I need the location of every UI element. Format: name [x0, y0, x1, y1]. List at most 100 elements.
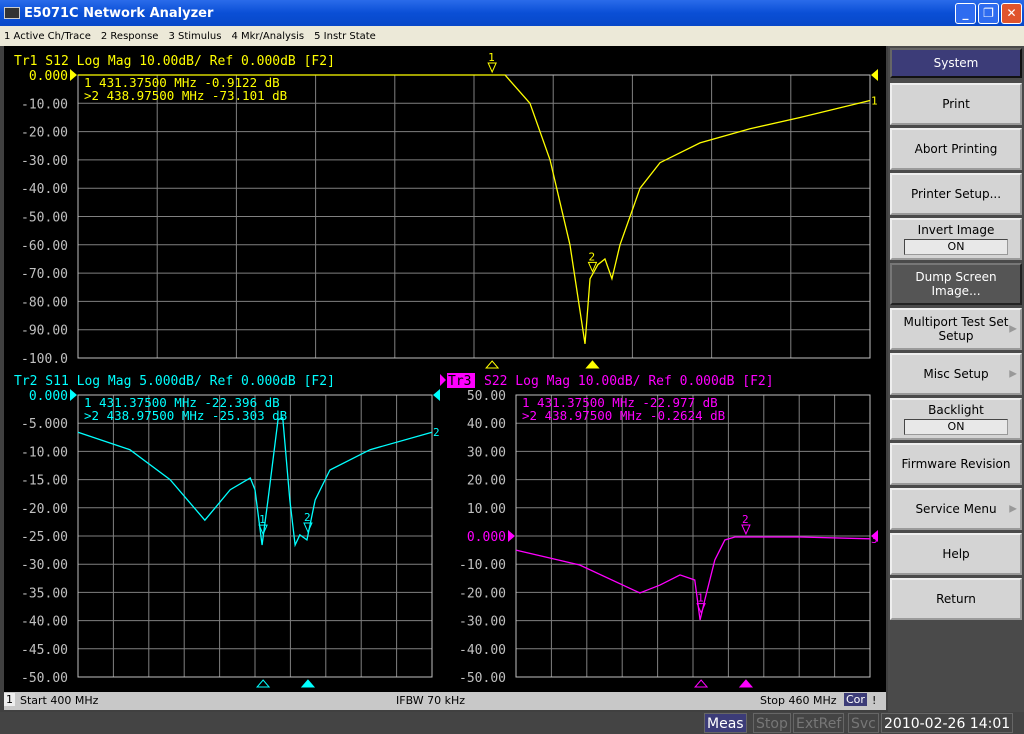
trace-header[interactable]: Tr1 S12 Log Mag 10.00dB/ Ref 0.000dB [F2… — [14, 54, 335, 69]
menu-response[interactable]: 2 Response — [100, 30, 159, 42]
submenu-arrow-icon: ▶ — [1009, 323, 1017, 335]
status-stop: Stop — [753, 713, 791, 733]
warning-indicator: ! — [872, 694, 877, 707]
menu-mkr-analysis[interactable]: 4 Mkr/Analysis — [231, 30, 305, 42]
y-tick-label: -80.00 — [21, 295, 68, 310]
marker-icon[interactable] — [587, 261, 598, 273]
y-tick-label: -20.00 — [459, 586, 506, 601]
trace-panel-3: 50.00 40.00 30.00 20.00 10.00 0.000 -10.00 -20.… — [440, 373, 878, 688]
marker-readout: >2 438.97500 MHz -73.101 dB — [84, 88, 287, 103]
softkey-label: Dump Screen Image... — [915, 270, 997, 298]
marker-icon[interactable] — [696, 603, 706, 614]
softkey-print[interactable]: Print — [890, 83, 1022, 125]
channel-status-bar: 1 Start 400 MHz IFBW 70 kHz Stop 460 MHz… — [4, 692, 886, 710]
status-datetime: 2010-02-26 14:01 — [881, 713, 1014, 733]
marker-position-icon[interactable] — [256, 679, 271, 688]
minimize-button[interactable]: _ — [955, 3, 976, 24]
y-tick-label: -25.00 — [21, 530, 68, 545]
softkey-backlight[interactable]: Backlight ON — [890, 398, 1022, 440]
softkey-label: Abort Printing — [914, 142, 998, 156]
correction-badge: Cor — [844, 693, 867, 706]
softkey-help[interactable]: Help — [890, 533, 1022, 575]
marker-position-icon[interactable] — [485, 360, 500, 369]
reference-level-icon[interactable] — [871, 69, 878, 81]
trace-line — [515, 536, 871, 621]
trace-line — [78, 74, 871, 344]
softkey-label: Help — [942, 547, 970, 561]
ifbw[interactable]: IFBW 70 kHz — [396, 694, 466, 707]
softkey-invert-image[interactable]: Invert Image ON — [890, 218, 1022, 260]
y-tick-label: 20.00 — [467, 474, 506, 489]
softkey-dump-screen-image[interactable]: Dump Screen Image... — [890, 263, 1022, 305]
reference-level-icon[interactable] — [433, 389, 440, 401]
marker-position-icon[interactable] — [585, 360, 600, 369]
channel-number: 1 — [4, 693, 15, 706]
y-tick-label: -20.00 — [21, 502, 68, 517]
trace-header[interactable]: Tr2 S11 Log Mag 5.000dB/ Ref 0.000dB [F2… — [14, 374, 335, 389]
marker-readout: 1 431.37500 MHz -0.9122 dB — [84, 75, 280, 90]
reference-level-icon[interactable] — [871, 530, 878, 542]
trace-id: Tr3 — [448, 374, 471, 389]
y-tick-label: -40.00 — [21, 182, 68, 197]
y-tick-label: -5.000 — [21, 417, 68, 432]
marker-number: 2 — [588, 250, 595, 263]
marker-icon[interactable] — [303, 522, 313, 534]
marker-icon[interactable] — [487, 62, 497, 74]
restore-button[interactable]: ❐ — [978, 3, 999, 24]
marker-position-icon[interactable] — [694, 679, 709, 688]
softkey-value: ON — [904, 419, 1008, 435]
y-tick-label: -90.00 — [21, 324, 68, 339]
y-tick-label: 30.00 — [467, 445, 506, 460]
softkey-abort-printing[interactable]: Abort Printing — [890, 128, 1022, 170]
marker-position-icon[interactable] — [300, 679, 316, 688]
y-tick-label: 0.000 — [467, 530, 506, 545]
y-tick-label: -15.00 — [21, 474, 68, 489]
menu-stimulus[interactable]: 3 Stimulus — [168, 30, 222, 42]
close-button[interactable]: ✕ — [1001, 3, 1022, 24]
y-tick-label: -60.00 — [21, 239, 68, 254]
trace-plots: 0.000 -10.00 -20.00 -30.00 -40.00 -50.00 -60.0… — [14, 51, 878, 688]
trace-end-label: 2 — [433, 426, 440, 439]
marker-position-icon[interactable] — [738, 679, 754, 688]
submenu-arrow-icon: ▶ — [1009, 368, 1017, 380]
softkey-label: Print — [942, 97, 970, 111]
y-tick-label: -35.00 — [21, 586, 68, 601]
start-frequency[interactable]: Start 400 MHz — [20, 694, 99, 707]
y-tick-label: -40.00 — [21, 615, 68, 630]
menu-instr-state[interactable]: 5 Instr State — [314, 30, 376, 42]
reference-level-icon[interactable] — [508, 530, 515, 542]
softkey-service-menu[interactable]: Service Menu ▶ — [890, 488, 1022, 530]
trace-header[interactable]: S22 Log Mag 10.00dB/ Ref 0.000dB [F2] — [484, 374, 774, 389]
app-icon — [4, 7, 20, 19]
measurement-display: 0.000 -10.00 -20.00 -30.00 -40.00 -50.00 -60.0… — [4, 46, 886, 692]
y-tick-label: -45.00 — [21, 643, 68, 658]
y-tick-label: -30.00 — [21, 154, 68, 169]
softkey-firmware-revision[interactable]: Firmware Revision — [890, 443, 1022, 485]
softkey-label: Multiport Test Set Setup — [903, 315, 1009, 343]
softkey-label: Backlight — [928, 403, 984, 417]
softkey-return[interactable]: Return — [890, 578, 1022, 620]
y-tick-label: 40.00 — [467, 417, 506, 432]
softkey-misc-setup[interactable]: Misc Setup ▶ — [890, 353, 1022, 395]
y-tick-label: -50.00 — [21, 671, 68, 686]
softkey-printer-setup[interactable]: Printer Setup... — [890, 173, 1022, 215]
marker-readout: >2 438.97500 MHz -0.2624 dB — [522, 408, 725, 423]
reference-level-icon[interactable] — [70, 69, 77, 81]
marker-number: 1 — [259, 513, 266, 526]
stop-frequency[interactable]: Stop 460 MHz — [760, 694, 837, 707]
y-tick-label: 50.00 — [467, 389, 506, 404]
softkey-multiport-test-set-setup[interactable]: Multiport Test Set Setup ▶ — [890, 308, 1022, 350]
y-tick-label: -10.00 — [21, 97, 68, 112]
y-tick-label: -30.00 — [21, 558, 68, 573]
marker-icon[interactable] — [741, 524, 751, 536]
reference-level-icon[interactable] — [70, 389, 77, 401]
marker-readout: 1 431.37500 MHz -22.977 dB — [522, 395, 718, 410]
submenu-arrow-icon: ▶ — [1009, 503, 1017, 515]
menu-active-ch-trace[interactable]: 1 Active Ch/Trace — [4, 30, 91, 42]
softkey-label: Service Menu — [915, 502, 997, 516]
y-tick-label: -100.0 — [21, 352, 68, 367]
trace-id-badge[interactable] — [447, 373, 475, 388]
plot-frame — [515, 394, 871, 678]
marker-icon[interactable] — [258, 524, 268, 536]
trace-panel-1: 0.000 -10.00 -20.00 -30.00 -40.00 -50.00 -60.0… — [14, 51, 878, 369]
